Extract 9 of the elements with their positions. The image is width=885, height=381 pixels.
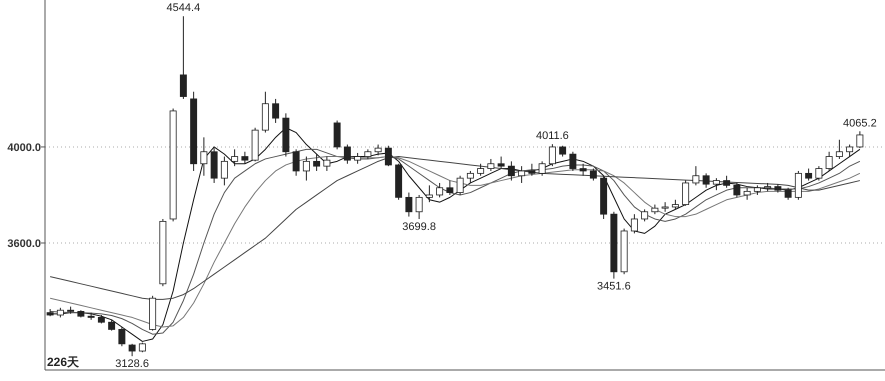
annotation: 226天 (47, 355, 80, 369)
annotation: 3699.8 (402, 221, 436, 234)
ytick: 4000.0 (7, 142, 41, 154)
ytick: 3600.0 (7, 238, 41, 250)
annotation: 4011.6 (536, 130, 569, 142)
annotation: 4544.4 (166, 2, 200, 14)
annotation: 3451.6 (597, 280, 631, 293)
annotation: 4065.2 (843, 117, 877, 130)
annotation: 3128.6 (115, 358, 149, 370)
